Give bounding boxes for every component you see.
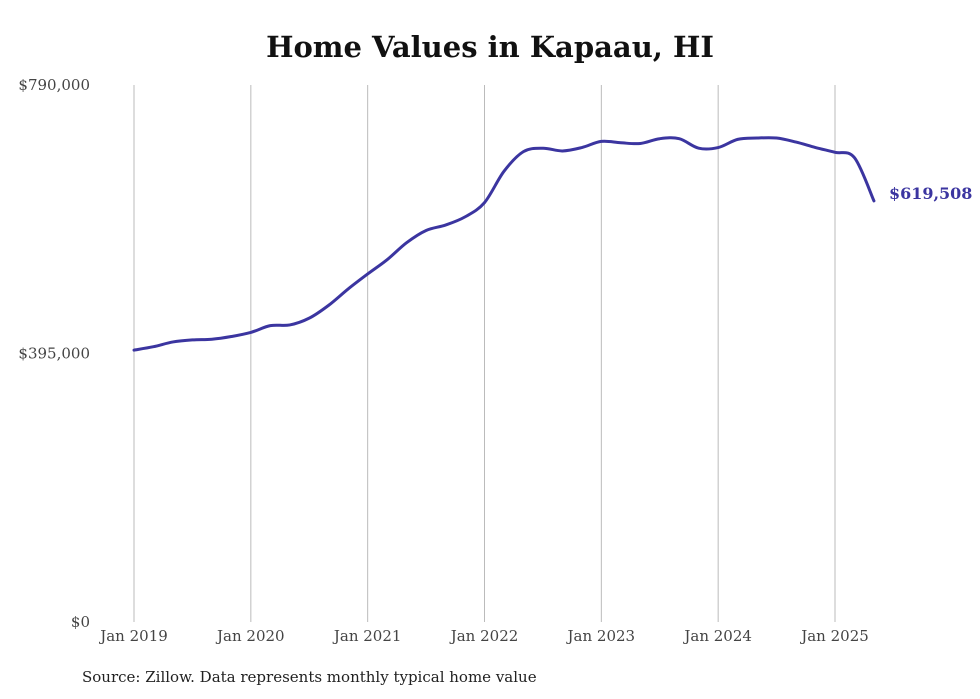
chart-source-note: Source: Zillow. Data represents monthly … (82, 668, 537, 686)
x-tick-label: Jan 2024 (682, 627, 752, 645)
x-tick-label: Jan 2021 (332, 627, 402, 645)
x-tick-label: Jan 2025 (799, 627, 869, 645)
end-value-label: $619,508 (889, 184, 973, 203)
y-tick-label: $790,000 (18, 76, 90, 94)
x-tick-label: Jan 2020 (215, 627, 285, 645)
x-tick-label: Jan 2023 (566, 627, 636, 645)
y-tick-label: $0 (71, 613, 90, 631)
chart-title: Home Values in Kapaau, HI (266, 30, 714, 64)
y-tick-label: $395,000 (18, 345, 90, 363)
x-tick-label: Jan 2022 (449, 627, 519, 645)
series-line (132, 136, 876, 352)
x-tick-label: Jan 2019 (98, 627, 168, 645)
